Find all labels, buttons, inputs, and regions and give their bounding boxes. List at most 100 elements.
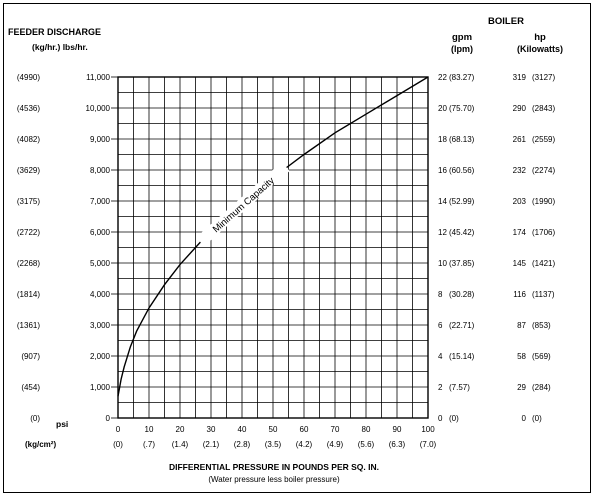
right-tick-kw: (1706) [532,228,555,237]
plot-border [117,76,429,419]
y-tick-kg: (2722) [17,228,40,237]
y-tick-lbs: 6,000 [90,228,111,237]
x-unit-label: psi [56,419,68,429]
right-tick-gpm: 2 [438,383,443,392]
y-tick-lbs: 8,000 [90,166,111,175]
right-tick-lpm: (22.71) [449,321,475,330]
right-tick-lpm: (45.42) [449,228,475,237]
x-tick-metric: (6.3) [389,440,406,449]
right-col1-header: gpm [452,32,472,43]
right-tick-lpm: (52.99) [449,197,475,206]
x-tick-psi: 30 [207,425,216,434]
right-tick-gpm: 12 [438,228,447,237]
tick-labels: (0) 0 (454) 1,000 (907) 2,000 (1361) 3,000 (1814… [17,73,556,449]
y-tick-lbs: 4,000 [90,290,111,299]
right-tick-lpm: (75.70) [449,104,475,113]
y-tick-kg: (454) [21,383,40,392]
y-tick-lbs: 9,000 [90,135,111,144]
x-tick-psi: 40 [238,425,247,434]
x-tick-metric: (4.2) [296,440,313,449]
y-tick-kg: (3629) [17,166,40,175]
left-title-units: (kg/hr.) lbs/hr. [32,42,88,52]
x-tick-psi: 10 [145,425,154,434]
chart-frame: FEEDER DISCHARGE (kg/hr.) lbs/hr. BOILER… [3,3,591,493]
right-tick-kw: (2843) [532,104,555,113]
x-tick-psi: 70 [331,425,340,434]
right-tick-hp: 261 [513,135,527,144]
right-tick-gpm: 6 [438,321,443,330]
series-line [117,76,429,397]
series-label: Minimum Capacity [211,175,277,235]
x-metric-unit-label: (kg/cm²) [25,440,56,449]
right-tick-kw: (1421) [532,259,555,268]
right-tick-hp: 232 [513,166,527,175]
y-tick-kg: (1814) [17,290,40,299]
series-label-background [196,161,290,247]
right-tick-lpm: (0) [449,414,459,423]
y-tick-lbs: 2,000 [90,352,111,361]
right-tick-gpm: 14 [438,197,447,206]
y-tick-lbs: 5,000 [90,259,111,268]
x-tick-psi: 20 [176,425,185,434]
x-tick-metric: (4.9) [327,440,344,449]
y-tick-kg: (1361) [17,321,40,330]
y-tick-kg: (4536) [17,104,40,113]
right-tick-gpm: 10 [438,259,447,268]
right-tick-gpm: 16 [438,166,447,175]
right-tick-gpm: 8 [438,290,443,299]
chart: FEEDER DISCHARGE (kg/hr.) lbs/hr. BOILER… [8,16,563,484]
y-tick-kg: (0) [30,414,40,423]
x-tick-metric: (2.1) [203,440,220,449]
x-tick-metric: (.7) [143,440,155,449]
y-tick-kg: (4990) [17,73,40,82]
x-tick-psi: 60 [300,425,309,434]
x-tick-metric: (5.6) [358,440,375,449]
grid [117,76,429,419]
right-col2-sub: (Kilowatts) [517,44,563,54]
x-tick-psi: 50 [269,425,278,434]
right-tick-kw: (2559) [532,135,555,144]
left-title: FEEDER DISCHARGE [8,27,101,37]
right-tick-lpm: (60.56) [449,166,475,175]
right-tick-lpm: (30.28) [449,290,475,299]
right-tick-kw: (1990) [532,197,555,206]
right-tick-kw: (284) [532,383,551,392]
right-title: BOILER [488,16,524,27]
right-tick-hp: 145 [513,259,527,268]
right-tick-kw: (1137) [532,290,555,299]
right-tick-gpm: 20 [438,104,447,113]
right-tick-hp: 290 [513,104,527,113]
right-tick-hp: 87 [517,321,526,330]
y-tick-lbs: 0 [106,414,111,423]
x-tick-metric: (2.8) [234,440,251,449]
y-tick-kg: (907) [21,352,40,361]
y-tick-lbs: 3,000 [90,321,111,330]
right-tick-gpm: 18 [438,135,447,144]
x-tick-metric: (3.5) [265,440,282,449]
x-tick-psi: 100 [421,425,435,434]
x-tick-metric: (7.0) [420,440,437,449]
right-tick-kw: (2274) [532,166,555,175]
right-tick-gpm: 22 [438,73,447,82]
right-tick-hp: 174 [513,228,527,237]
x-tick-metric: (1.4) [172,440,189,449]
right-tick-hp: 203 [513,197,527,206]
right-tick-hp: 116 [513,290,526,299]
right-tick-hp: 58 [517,352,526,361]
right-tick-lpm: (68.13) [449,135,475,144]
x-axis-title: DIFFERENTIAL PRESSURE IN POUNDS PER SQ. … [169,462,379,472]
right-tick-kw: (0) [532,414,542,423]
right-tick-gpm: 0 [438,414,443,423]
right-tick-lpm: (15.14) [449,352,475,361]
right-col2-header: hp [534,32,546,43]
right-tick-hp: 319 [513,73,527,82]
y-tick-lbs: 10,000 [86,104,111,113]
right-tick-lpm: (37.85) [449,259,475,268]
right-tick-hp: 0 [522,414,527,423]
x-tick-psi: 90 [393,425,402,434]
x-tick-metric: (0) [113,440,123,449]
x-axis-subtitle: (Water pressure less boiler pressure) [208,475,340,484]
y-tick-lbs: 1,000 [90,383,111,392]
right-tick-kw: (569) [532,352,551,361]
right-tick-kw: (3127) [532,73,555,82]
